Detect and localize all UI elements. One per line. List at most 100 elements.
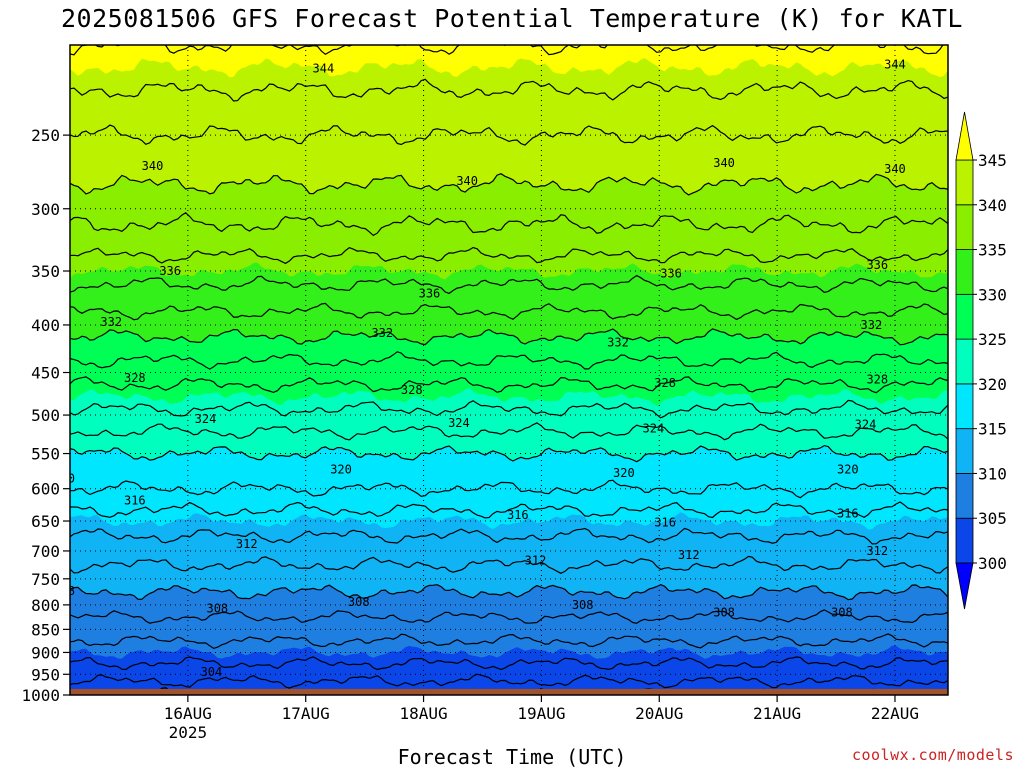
colorbar-seg-335	[955, 204, 974, 250]
x-tick-label-19AUG: 19AUG	[517, 704, 565, 723]
colorbar-seg-330	[955, 249, 974, 295]
colorbar-label-325: 325	[978, 330, 1007, 349]
contour-label-316: 316	[654, 515, 676, 529]
contour-label-332: 332	[861, 318, 883, 332]
credit-text: coolwx.com/models	[851, 746, 1014, 764]
contour-label-320: 320	[613, 466, 635, 480]
colorbar-label-300: 300	[978, 554, 1007, 573]
colorbar: 300 305 310 315 320 325 330 335 340 345	[955, 111, 1007, 610]
x-tick-label-18AUG: 18AUG	[399, 704, 447, 723]
contour-306	[70, 633, 948, 650]
contour-label-324: 324	[643, 422, 665, 436]
contour-label-340: 340	[713, 156, 735, 170]
y-tick-label-700: 700	[31, 542, 60, 561]
y-tick-label-750: 750	[31, 570, 60, 589]
contour-label-324: 324	[195, 412, 217, 426]
grid-layer	[70, 45, 948, 695]
colorbar-seg-300	[955, 517, 974, 564]
contour-label-320: 320	[837, 462, 859, 476]
contour-320	[70, 444, 948, 463]
colorbar-label-345: 345	[978, 151, 1007, 170]
contour-316	[70, 501, 948, 519]
x-tick-label-17AUG: 17AUG	[282, 704, 330, 723]
contour-label-316: 316	[124, 494, 146, 508]
contour-label-340: 340	[884, 162, 906, 176]
x-axis-label: Forecast Time (UTC)	[397, 745, 627, 769]
contour-label-320: 320	[330, 462, 352, 476]
contour-label-308: 308	[53, 584, 75, 598]
x-tick-label-20AUG: 20AUG	[635, 704, 683, 723]
contour-302	[70, 673, 948, 689]
contour-312	[70, 555, 948, 574]
contour-label-316: 316	[507, 508, 529, 522]
colorbar-label-330: 330	[978, 285, 1007, 304]
contour-label-344: 344	[313, 62, 335, 76]
contour-332	[70, 302, 948, 321]
contour-336	[70, 246, 948, 265]
contour-fill-layer	[70, 45, 948, 695]
contour-label-308: 308	[348, 595, 370, 609]
contour-label-328: 328	[401, 383, 423, 397]
contour-328	[70, 351, 948, 370]
contour-322	[70, 422, 948, 441]
colorbar-seg-310	[955, 428, 974, 474]
contour-label-312: 312	[525, 554, 547, 568]
colorbar-label-335: 335	[978, 241, 1007, 260]
x-tick-label-21AUG: 21AUG	[753, 704, 801, 723]
contour-label-layer: 344 344 340 340 340 340 336 336 336 336 332 332 332 3…	[53, 58, 906, 679]
y-tick-label-950: 950	[31, 665, 60, 684]
contour-308	[70, 609, 948, 624]
y-tick-label-450: 450	[31, 364, 60, 383]
contour-label-320: 320	[53, 471, 75, 485]
contour-330	[70, 328, 948, 346]
y-tick-label-850: 850	[31, 620, 60, 639]
y-tick-label-600: 600	[31, 480, 60, 499]
ground-surface	[70, 688, 948, 695]
y-axis: 250 300 350 400 450 500 550 600 650 700 750 800 850 9…	[21, 126, 70, 705]
contour-label-336: 336	[866, 258, 888, 272]
contour-340	[70, 173, 948, 196]
contour-label-328: 328	[124, 371, 146, 385]
contour-label-308: 308	[572, 598, 594, 612]
band-305	[70, 645, 948, 695]
contour-label-308: 308	[831, 605, 853, 619]
colorbar-arrow-top	[955, 111, 974, 161]
contour-label-332: 332	[371, 326, 393, 340]
y-tick-label-300: 300	[31, 200, 60, 219]
contour-label-316: 316	[837, 506, 859, 520]
surface-terrain	[70, 688, 948, 695]
colorbar-seg-305	[955, 473, 974, 519]
y-tick-label-800: 800	[31, 596, 60, 615]
contour-label-324: 324	[855, 418, 877, 432]
x-tick-sublabel-16AUG: 2025	[169, 723, 208, 742]
contour-label-328: 328	[866, 373, 888, 387]
contour-label-344: 344	[884, 58, 906, 72]
x-tick-label-16AUG: 16AUG	[164, 704, 212, 723]
contour-label-332: 332	[100, 315, 122, 329]
contour-326	[70, 376, 948, 394]
colorbar-seg-340	[955, 159, 974, 206]
contour-label-312: 312	[866, 544, 888, 558]
contour-334	[70, 274, 948, 295]
colorbar-seg-320	[955, 338, 974, 385]
plot-frame	[69, 44, 949, 696]
colorbar-label-320: 320	[978, 375, 1007, 394]
contour-label-336: 336	[159, 264, 181, 278]
contour-318	[70, 479, 948, 499]
colorbar-label-305: 305	[978, 509, 1007, 528]
colorbar-label-340: 340	[978, 196, 1007, 215]
contour-label-304: 304	[201, 665, 223, 679]
contour-label-332: 332	[607, 336, 629, 350]
y-tick-label-350: 350	[31, 262, 60, 281]
y-tick-label-550: 550	[31, 445, 60, 464]
y-tick-label-1000: 1000	[21, 686, 60, 705]
contour-314	[70, 527, 948, 545]
contour-344	[70, 78, 948, 102]
contour-label-312: 312	[678, 548, 700, 562]
contour-310	[70, 583, 948, 601]
colorbar-arrow-bottom	[955, 562, 974, 610]
y-tick-label-250: 250	[31, 126, 60, 145]
y-tick-label-500: 500	[31, 406, 60, 425]
y-tick-label-900: 900	[31, 643, 60, 662]
